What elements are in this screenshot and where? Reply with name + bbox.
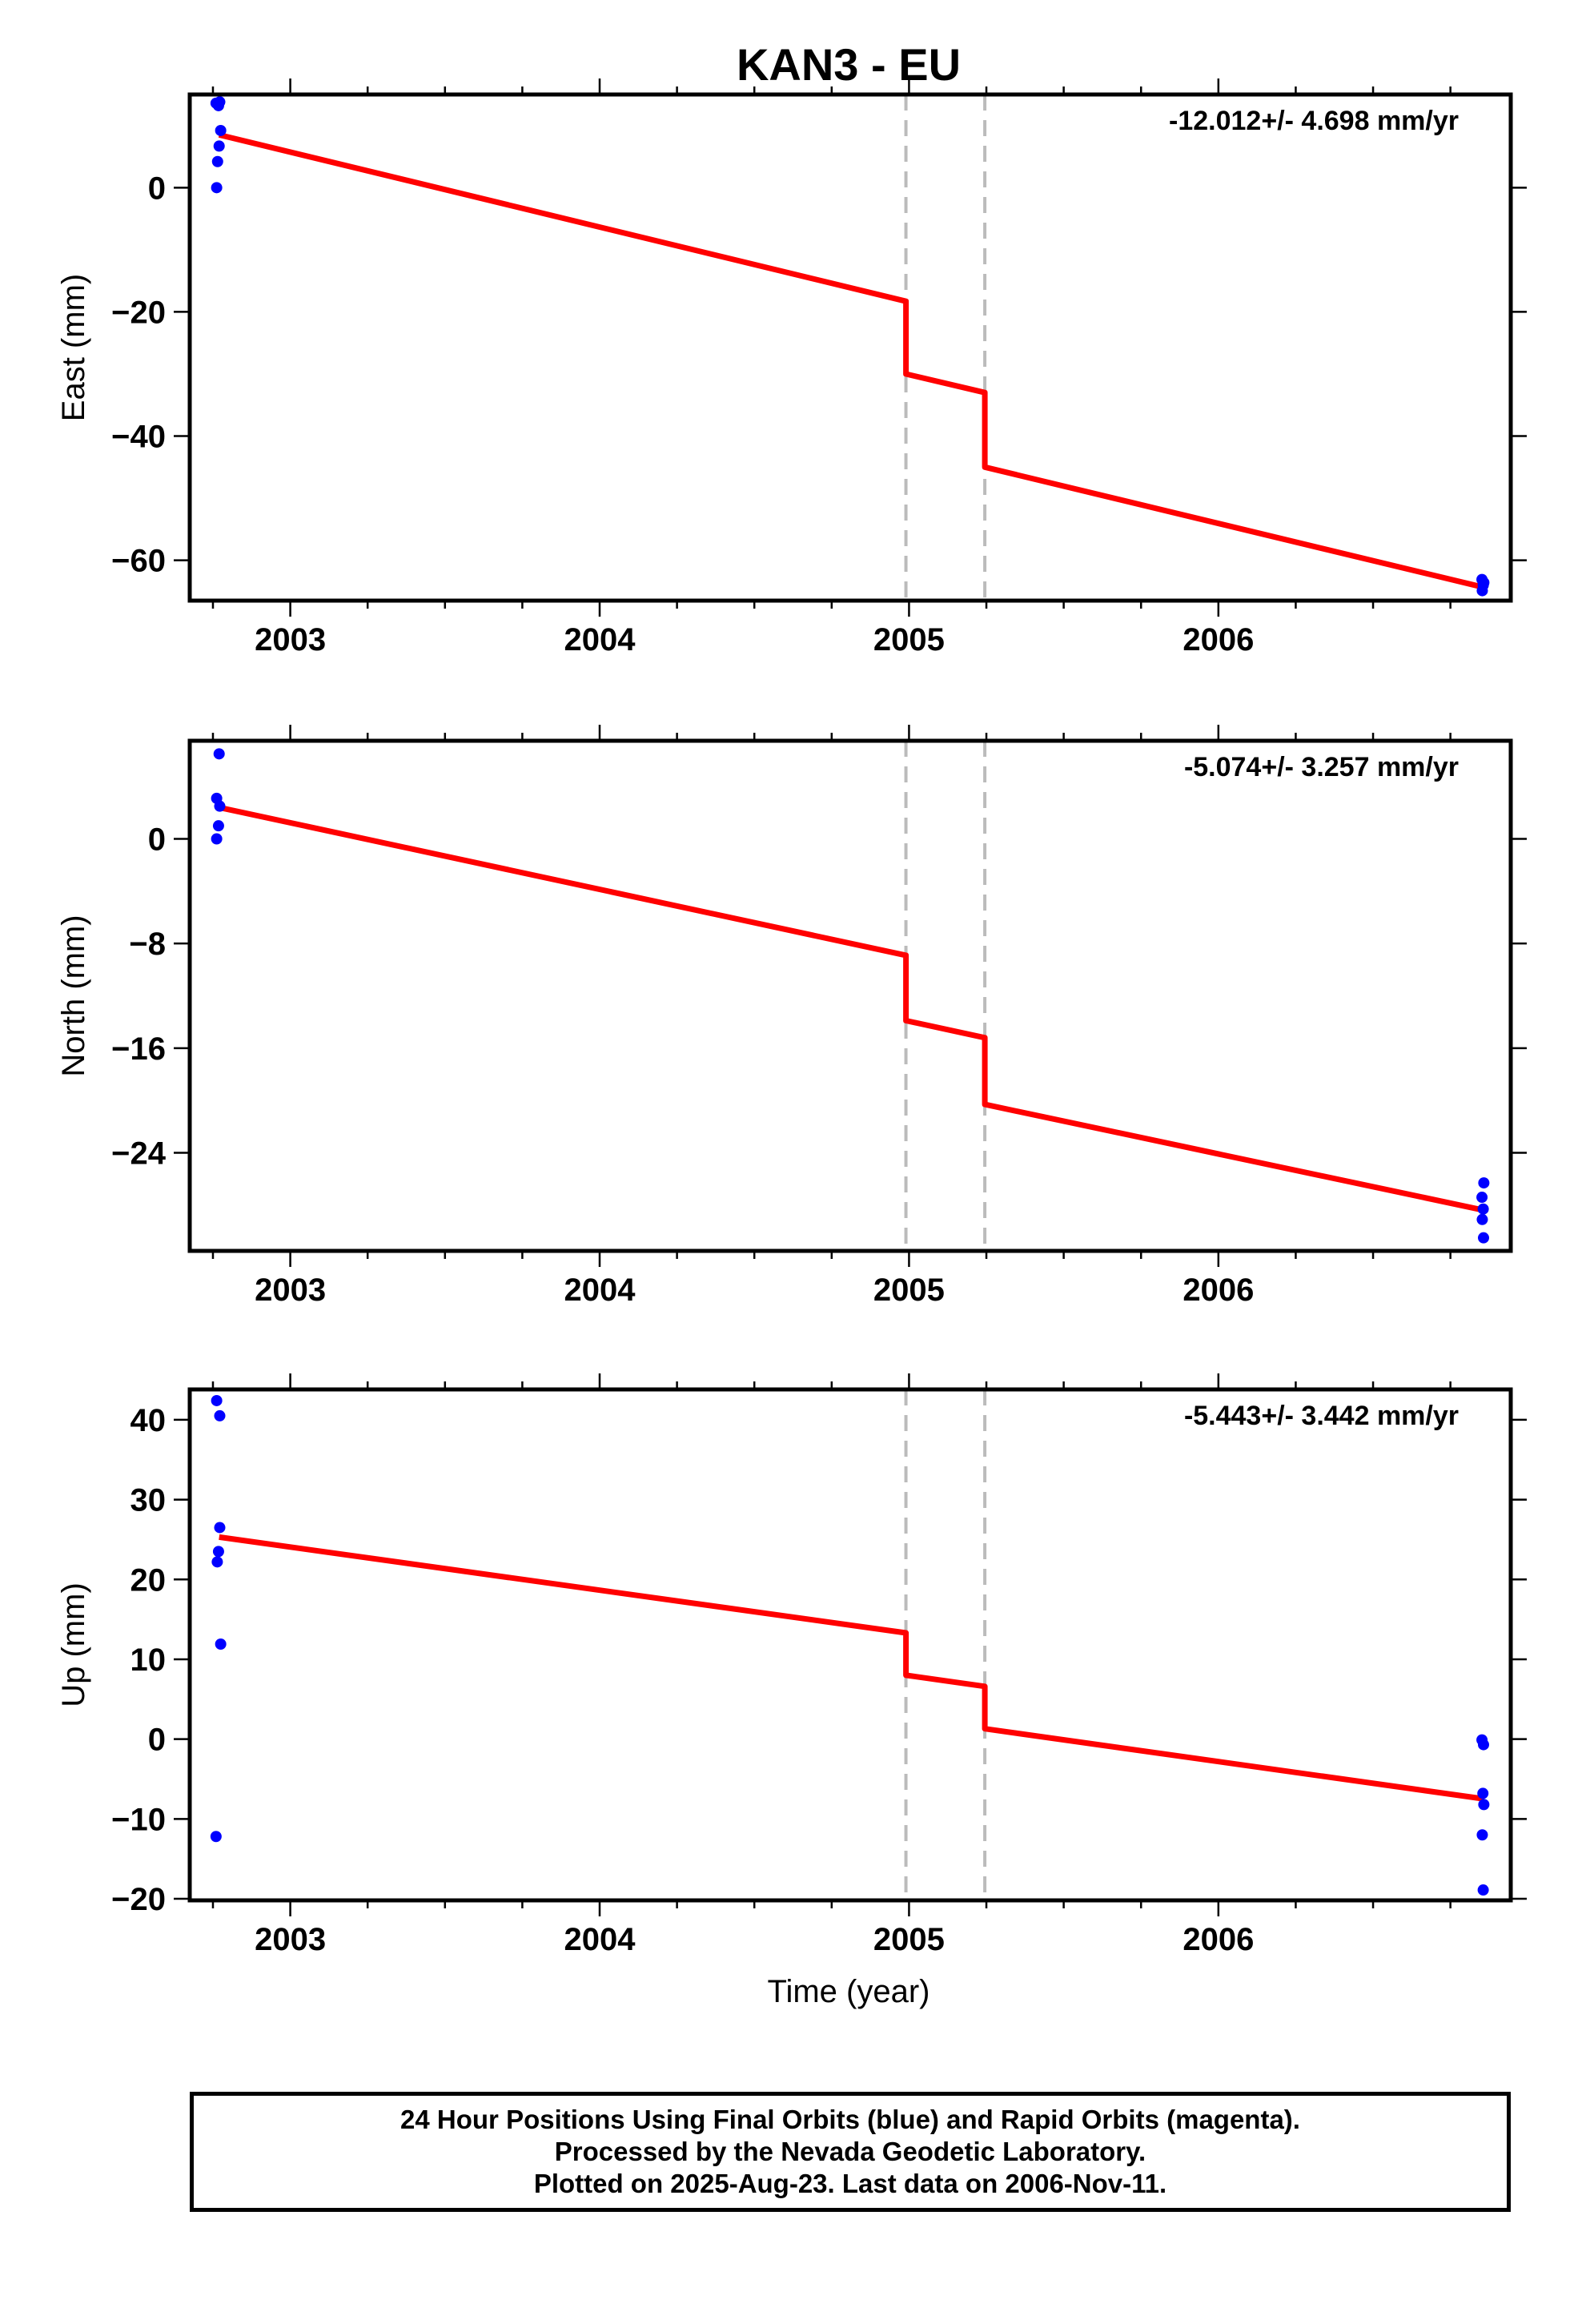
north-data-point [214, 800, 226, 812]
east-model-line [218, 131, 1486, 591]
up-data-point [210, 1831, 222, 1843]
north-model-line [218, 804, 1485, 1213]
east-plot-frame [187, 92, 1513, 603]
east-y-tick-label: −20 [111, 295, 166, 330]
east-y-tick-label: −40 [111, 420, 166, 455]
north-data-point [1476, 1213, 1488, 1225]
north-panel: 2003 2004 2005 2006 0 −8 −16 −24 North (mm) -5.07… [56, 725, 1527, 1308]
up-y-axis-label: Up (mm) [56, 1582, 91, 1707]
up-data-point [1477, 1884, 1489, 1896]
up-y-tick-label: −20 [111, 1882, 166, 1917]
north-x-tick-label: 2005 [873, 1273, 945, 1308]
up-data-point [1476, 1829, 1488, 1841]
up-plot-frame [187, 1387, 1513, 1903]
north-data-point [211, 833, 223, 845]
up-rate-label: -5.443+/- 3.442 mm/yr [1184, 1401, 1459, 1431]
east-data-point [213, 140, 225, 152]
up-data-point [212, 1546, 224, 1558]
north-data-point [212, 820, 224, 832]
east-y-tick-label: −60 [111, 544, 166, 579]
up-x-tick-label: 2005 [873, 1922, 945, 1957]
north-x-tick-label: 2004 [564, 1273, 636, 1308]
east-data-point [1478, 577, 1490, 589]
north-y-axis-label: North (mm) [56, 915, 91, 1076]
east-data-point [211, 182, 223, 194]
north-plot-frame [187, 738, 1513, 1253]
east-x-tick-label: 2006 [1182, 622, 1254, 657]
east-x-tick-label: 2003 [255, 622, 326, 657]
caption-box: 24 Hour Positions Using Final Orbits (bl… [190, 2092, 1511, 2212]
up-model-line [219, 1534, 1485, 1802]
north-x-tick-label: 2006 [1182, 1273, 1254, 1308]
up-y-tick-label: 40 [130, 1403, 167, 1438]
north-data-point [1476, 1192, 1488, 1204]
up-x-tick-label: 2004 [564, 1922, 636, 1957]
east-x-tick-label: 2004 [564, 622, 636, 657]
up-data-point [214, 1522, 226, 1534]
up-y-tick-label: 0 [148, 1723, 166, 1758]
up-data-point [1477, 1787, 1489, 1799]
north-data-point [1478, 1177, 1490, 1189]
east-panel: 2003 2004 2005 2006 0 −20 −40 −60 East (mm) -12.0… [56, 78, 1527, 657]
up-data-point [1478, 1799, 1490, 1811]
north-data-point [1477, 1232, 1489, 1244]
north-data-point [1477, 1203, 1489, 1215]
up-x-tick-label: 2006 [1182, 1922, 1254, 1957]
north-rate-label: -5.074+/- 3.257 mm/yr [1184, 752, 1459, 782]
north-y-tick-label: −24 [111, 1136, 167, 1172]
east-data-point [214, 96, 226, 108]
x-axis-label: Time (year) [768, 1974, 930, 2009]
east-y-axis-label: East (mm) [56, 274, 91, 421]
north-x-tick-label: 2003 [255, 1273, 326, 1308]
up-y-tick-label: 10 [130, 1642, 167, 1678]
caption-line-3: Plotted on 2025-Aug-23. Last data on 200… [533, 2169, 1167, 2198]
caption-line-2: Processed by the Nevada Geodetic Laborat… [554, 2137, 1146, 2166]
north-y-tick-label: 0 [148, 822, 166, 858]
up-data-point [1477, 1739, 1489, 1751]
north-data-point [213, 748, 225, 760]
east-rate-label: -12.012+/- 4.698 mm/yr [1169, 106, 1459, 136]
east-x-tick-label: 2005 [873, 622, 945, 657]
east-data-point [215, 124, 227, 136]
up-data-point [211, 1556, 223, 1568]
up-data-point [214, 1409, 226, 1421]
north-y-tick-label: −8 [129, 927, 166, 962]
chart-title: KAN3 - EU [737, 39, 961, 90]
panels: 2003 2004 2005 2006 0 −20 −40 −60 East (mm) -12.0… [56, 78, 1527, 1957]
up-y-tick-label: 30 [130, 1483, 167, 1518]
east-y-tick-label: 0 [148, 171, 166, 206]
up-y-tick-label: −10 [111, 1802, 166, 1837]
north-y-tick-label: −16 [111, 1031, 166, 1067]
up-data-point [215, 1638, 227, 1651]
caption-line-1: 24 Hour Positions Using Final Orbits (bl… [400, 2105, 1300, 2134]
up-x-tick-label: 2003 [255, 1922, 326, 1957]
up-data-point [211, 1394, 223, 1406]
up-panel: 2003 2004 2005 2006 40 30 20 10 0 −10 −20 Up (mm) -5… [56, 1373, 1527, 1957]
east-data-point [211, 155, 223, 167]
up-y-tick-label: 20 [130, 1562, 167, 1598]
